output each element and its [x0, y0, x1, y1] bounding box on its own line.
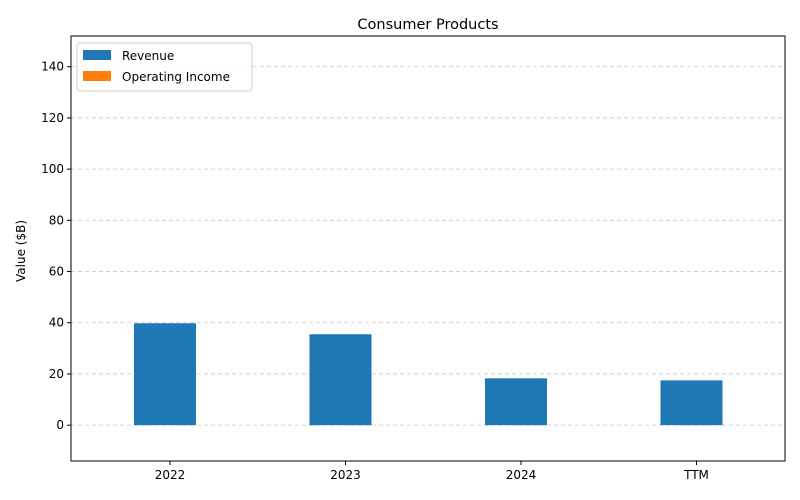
y-tick-label-100: 100 — [41, 162, 64, 176]
plot-frame — [70, 35, 786, 462]
bar-revenue-2024 — [485, 378, 547, 426]
y-tick-label-60: 60 — [49, 265, 64, 279]
y-tick-label-20: 20 — [49, 367, 64, 381]
y-tick-label-0: 0 — [56, 418, 64, 432]
y-tick-label-40: 40 — [49, 316, 64, 330]
y-tick-label-120: 120 — [41, 111, 64, 125]
y-tick-label-80: 80 — [49, 213, 64, 227]
legend: Revenue Operating Income — [76, 42, 253, 92]
legend-swatch-operating-income — [83, 71, 111, 81]
x-tick-label-2024: 2024 — [506, 468, 537, 482]
bar-revenue-2022 — [134, 323, 196, 426]
legend-swatch-revenue — [83, 50, 111, 60]
x-tick-label-2022: 2022 — [155, 468, 186, 482]
legend-label-operating-income: Operating Income — [122, 70, 230, 84]
bars — [134, 323, 723, 426]
x-ticks: 2022 2023 2024 TTM — [155, 461, 709, 482]
y-ticks: 0 20 40 60 80 100 120 140 — [41, 60, 71, 432]
chart-title: Consumer Products — [357, 17, 498, 33]
y-tick-label-140: 140 — [41, 60, 64, 74]
legend-label-revenue: Revenue — [122, 49, 174, 63]
y-axis-label: Value ($B) — [14, 220, 28, 282]
legend-box — [76, 42, 253, 92]
bar-revenue-2023 — [309, 334, 372, 426]
x-tick-label-ttm: TTM — [683, 468, 709, 482]
bar-revenue-ttm — [660, 380, 723, 426]
x-tick-label-2023: 2023 — [330, 468, 361, 482]
